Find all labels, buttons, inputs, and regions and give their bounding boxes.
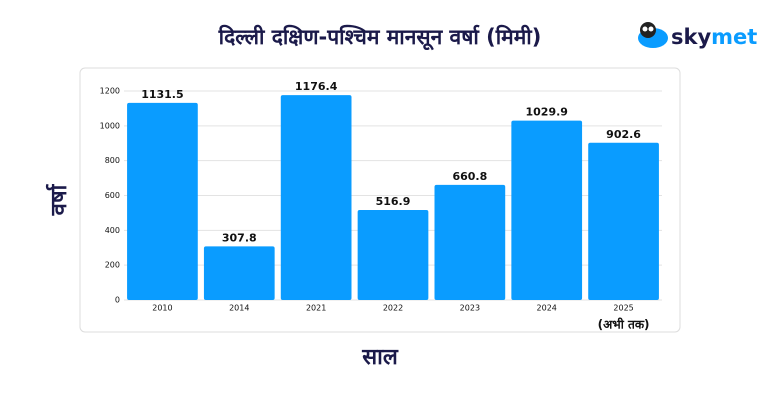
value-label: 307.8 [222, 231, 257, 244]
value-label: 1176.4 [295, 80, 338, 93]
bar [127, 102, 198, 300]
y-axis-title: वर्षा [45, 183, 72, 216]
brand-logo: skymet [638, 22, 757, 49]
y-tick-label: 400 [105, 226, 120, 235]
logo-owl [640, 22, 656, 38]
y-tick-label: 0 [115, 296, 120, 305]
x-tick-label: 2022 [383, 304, 403, 313]
bar [203, 246, 275, 300]
x-tick-label: 2024 [537, 304, 557, 313]
y-tick-label: 1200 [100, 87, 120, 96]
bar [357, 209, 429, 300]
x-axis-title: साल [361, 345, 399, 370]
logo-first: sky [671, 25, 711, 49]
value-label: 902.6 [606, 128, 641, 141]
x-tick-label: 2021 [306, 304, 326, 313]
value-label: 1131.5 [141, 88, 183, 101]
value-label: 660.8 [452, 170, 487, 183]
bar [434, 184, 506, 300]
x-tick-label: 2023 [460, 304, 480, 313]
x-tick-label: 2025 [613, 304, 633, 313]
y-tick-label: 800 [105, 156, 120, 165]
value-label: 1029.9 [525, 106, 567, 119]
annotation: (अभी तक) [598, 318, 650, 332]
x-tick-label: 2010 [152, 304, 172, 313]
x-tick-label: 2014 [229, 304, 249, 313]
logo-eye [642, 26, 648, 32]
logo-second: met [711, 25, 757, 49]
logo-text: skymet [671, 25, 757, 49]
value-label: 516.9 [376, 195, 411, 208]
bar [511, 120, 583, 300]
chart-title: दिल्ली दक्षिण-पश्चिम मानसून वर्षा (मिमी) [218, 24, 542, 51]
logo-eye [648, 26, 654, 32]
y-tick-label: 600 [105, 191, 120, 200]
y-tick-label: 200 [105, 261, 120, 270]
bar [280, 95, 352, 300]
y-tick-label: 1000 [100, 121, 120, 130]
bar [588, 142, 659, 300]
